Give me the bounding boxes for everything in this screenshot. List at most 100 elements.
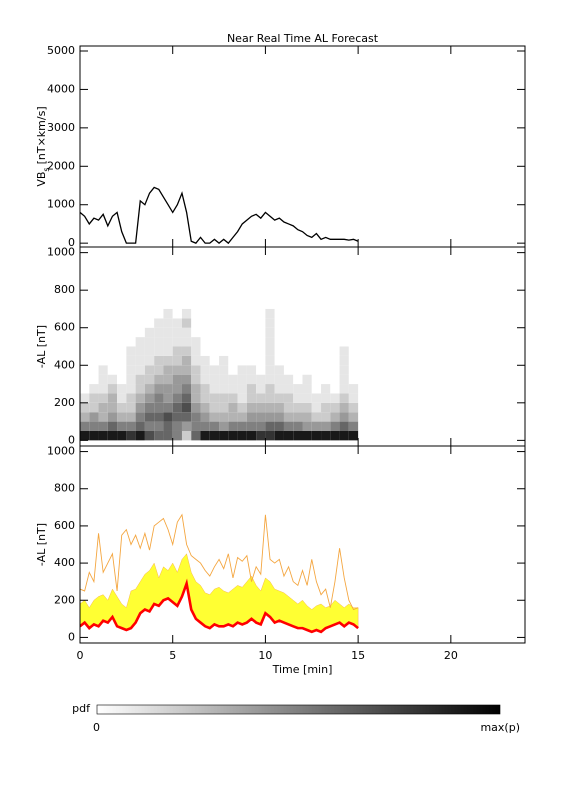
heat-cell [321, 393, 331, 403]
heat-cell [181, 337, 192, 347]
heat-cell [200, 365, 210, 375]
heat-cell [117, 365, 127, 375]
y-tick-label: 0 [68, 630, 75, 643]
heat-cell [200, 412, 210, 422]
heat-cell [311, 308, 322, 319]
y-tick-label: 800 [54, 283, 75, 296]
heat-cell [274, 430, 284, 441]
x-tick-label: 10 [258, 649, 272, 662]
heat-cell [107, 430, 118, 441]
heat-cell [89, 393, 99, 403]
heat-cell [135, 346, 145, 356]
heat-cell [246, 327, 257, 338]
heat-cell [321, 337, 331, 347]
heat-cell [311, 384, 322, 394]
heat-cell [80, 365, 90, 375]
heat-cell [293, 337, 303, 347]
heat-cell [154, 421, 164, 431]
heat-cell [80, 327, 90, 338]
heat-cell [330, 393, 340, 403]
y-tick-label: 600 [54, 519, 75, 532]
heat-cell [321, 355, 331, 366]
heat-cell [135, 355, 145, 366]
data-line [80, 186, 359, 245]
heat-cell [302, 384, 312, 394]
heat-cell [98, 384, 108, 394]
heat-cell [274, 355, 284, 366]
heat-cell [348, 430, 359, 441]
heat-cell [293, 384, 303, 394]
heat-cell [274, 384, 284, 394]
y-axis-label-sub: s [42, 167, 51, 171]
heat-cell [237, 327, 247, 338]
heat-cell [80, 337, 90, 347]
heat-cell [107, 308, 118, 319]
x-tick-label: 5 [169, 649, 176, 662]
heat-cell [163, 308, 173, 319]
heat-cell [228, 308, 238, 319]
heat-cell [135, 393, 145, 403]
heat-cell [311, 327, 322, 338]
heat-cell [302, 327, 312, 338]
heat-cell [348, 327, 359, 338]
heat-cell [107, 402, 118, 413]
heat-cell [135, 318, 145, 328]
heat-cell [117, 337, 127, 347]
heat-cell [330, 327, 340, 338]
heat-cell [191, 393, 201, 403]
heat-cell [339, 402, 349, 413]
heat-cell [311, 318, 322, 328]
heat-cell [274, 327, 284, 338]
heat-cell [219, 318, 229, 328]
heat-cell [228, 421, 238, 431]
heat-cell [191, 384, 201, 394]
heat-cell [348, 374, 359, 385]
heat-cell [274, 337, 284, 347]
heat-cell [330, 384, 340, 394]
heat-cell [209, 402, 220, 413]
heat-cell [283, 374, 294, 385]
heat-cell [219, 412, 229, 422]
heat-cell [154, 365, 164, 375]
heat-cell [80, 374, 90, 385]
heat-cell [172, 337, 182, 347]
heat-cell [283, 412, 294, 422]
heat-cell [237, 355, 247, 366]
heat-cell [172, 384, 182, 394]
plot-area [80, 308, 359, 441]
heat-cell [107, 327, 118, 338]
y-tick-label: 400 [54, 556, 75, 569]
heat-cell [283, 430, 294, 441]
heat-cell [321, 365, 331, 375]
y-tick-label: 1000 [47, 445, 75, 458]
heat-cell [330, 402, 340, 413]
heat-cell [107, 384, 118, 394]
heat-cell [339, 384, 349, 394]
heat-cell [98, 346, 108, 356]
heat-cell [265, 402, 275, 413]
y-axis-label-main: VB [35, 172, 48, 187]
heat-cell [191, 308, 201, 319]
y-tick-label: 200 [54, 396, 75, 409]
heat-cell [135, 412, 145, 422]
heat-cell [256, 402, 266, 413]
heat-cell [172, 412, 182, 422]
heat-cell [228, 412, 238, 422]
heat-cell [200, 421, 210, 431]
y-tick-label: 1000 [47, 246, 75, 259]
heat-cell [330, 337, 340, 347]
heat-cell [228, 430, 238, 441]
heat-cell [135, 384, 145, 394]
heat-cell [302, 365, 312, 375]
heat-cell [181, 374, 192, 385]
heat-cell [219, 327, 229, 338]
heat-cell [80, 430, 90, 441]
heat-cell [237, 412, 247, 422]
heat-cell [135, 402, 145, 413]
heat-cell [265, 374, 275, 385]
heat-cell [126, 337, 136, 347]
heat-cell [163, 318, 173, 328]
heat-cell [209, 412, 220, 422]
heat-cell [89, 412, 99, 422]
heat-cell [126, 327, 136, 338]
